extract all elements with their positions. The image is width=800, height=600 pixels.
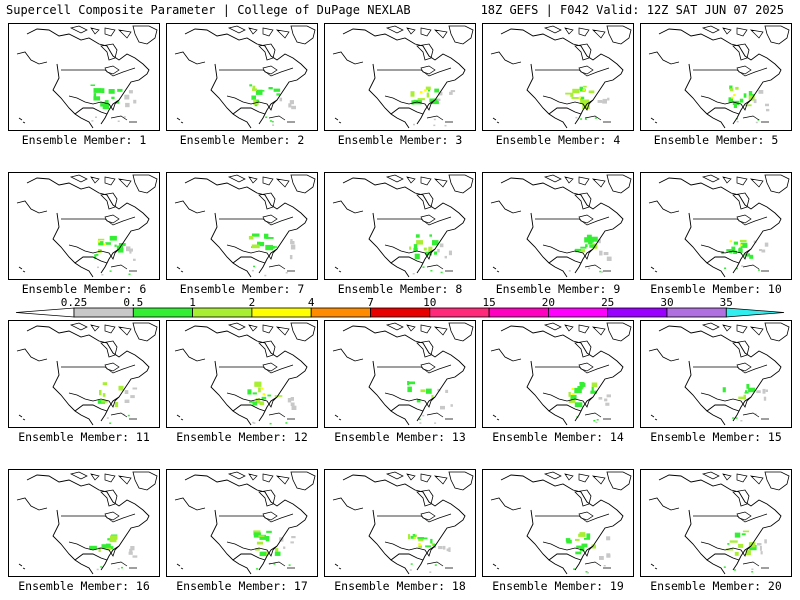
ensemble-member-label: Ensemble Member: 14 — [492, 430, 624, 444]
colorbar-tick-label: 35 — [720, 296, 733, 309]
ensemble-member-map[interactable] — [640, 469, 792, 577]
north-america-map — [490, 322, 632, 426]
colorbar-segment — [15, 307, 75, 318]
ensemble-member-label: Ensemble Member: 18 — [334, 579, 466, 593]
colorbar-segment — [548, 307, 609, 318]
ensemble-member-label: Ensemble Member: 20 — [650, 579, 782, 593]
colorbar-segment — [310, 307, 371, 318]
north-america-map — [16, 25, 158, 129]
ensemble-member-map[interactable] — [8, 172, 160, 280]
ensemble-member-label: Ensemble Member: 1 — [21, 133, 147, 147]
ensemble-member-label: Ensemble Member: 11 — [18, 430, 150, 444]
colorbar-segment — [429, 307, 490, 318]
ensemble-member-map[interactable] — [8, 320, 160, 428]
colorbar-tick-label: 20 — [542, 296, 555, 309]
ensemble-member-map[interactable] — [166, 469, 318, 577]
ensemble-member-map[interactable] — [324, 172, 476, 280]
north-america-map — [332, 174, 474, 278]
north-america-map — [16, 322, 158, 426]
ensemble-member-map[interactable] — [640, 320, 792, 428]
ensemble-member-map[interactable] — [324, 23, 476, 131]
ensemble-member-label: Ensemble Member: 19 — [492, 579, 624, 593]
north-america-map — [490, 25, 632, 129]
ensemble-member-label: Ensemble Member: 6 — [21, 282, 147, 296]
north-america-map — [174, 471, 316, 575]
colorbar-svg: 0.25 0.5 1 2 4 7 10 15 20 25 30 35 — [15, 296, 785, 318]
colorbar-tick-label: 7 — [367, 296, 374, 309]
north-america-map — [490, 174, 632, 278]
colorbar-tick-label: 25 — [601, 296, 614, 309]
ensemble-member-label: Ensemble Member: 5 — [653, 133, 779, 147]
north-america-map — [490, 471, 632, 575]
ensemble-member-map[interactable] — [324, 320, 476, 428]
colorbar-tick-label: 0.25 — [61, 296, 88, 309]
ensemble-member-map[interactable] — [482, 320, 634, 428]
north-america-map — [174, 322, 316, 426]
north-america-map — [648, 25, 790, 129]
north-america-map — [174, 25, 316, 129]
ensemble-member-label: Ensemble Member: 2 — [179, 133, 305, 147]
colorbar-tick-label: 1 — [189, 296, 196, 309]
north-america-map — [332, 25, 474, 129]
ensemble-member-label: Ensemble Member: 17 — [176, 579, 308, 593]
colorbar-segment — [192, 307, 253, 318]
colorbar-segment — [666, 307, 727, 318]
colorbar-segment — [370, 307, 431, 318]
colorbar-segment — [725, 307, 785, 318]
run-info: 18Z GEFS | F042 Valid: 12Z SAT JUN 07 20… — [480, 3, 784, 17]
ensemble-member-label: Ensemble Member: 9 — [495, 282, 621, 296]
colorbar-legend: 0.25 0.5 1 2 4 7 10 15 20 25 30 35 — [0, 296, 800, 320]
colorbar-tick-label: 0.5 — [123, 296, 143, 309]
colorbar-segment — [488, 307, 549, 318]
ensemble-member-label: Ensemble Member: 12 — [176, 430, 308, 444]
ensemble-member-label: Ensemble Member: 10 — [650, 282, 782, 296]
ensemble-member-label: Ensemble Member: 7 — [179, 282, 305, 296]
ensemble-member-map[interactable] — [482, 469, 634, 577]
ensemble-member-map[interactable] — [8, 469, 160, 577]
ensemble-member-label: Ensemble Member: 8 — [337, 282, 463, 296]
ensemble-member-map[interactable] — [640, 23, 792, 131]
north-america-map — [648, 322, 790, 426]
ensemble-member-map[interactable] — [482, 172, 634, 280]
ensemble-member-label: Ensemble Member: 3 — [337, 133, 463, 147]
ensemble-member-map[interactable] — [166, 23, 318, 131]
colorbar-segment — [607, 307, 668, 318]
colorbar-tick-label: 30 — [660, 296, 673, 309]
north-america-map — [174, 174, 316, 278]
ensemble-member-label: Ensemble Member: 16 — [18, 579, 150, 593]
colorbar-segment — [251, 307, 312, 318]
colorbar-tick-label: 2 — [249, 296, 256, 309]
page-title: Supercell Composite Parameter | College … — [6, 3, 411, 17]
ensemble-member-map[interactable] — [8, 23, 160, 131]
ensemble-member-map[interactable] — [166, 320, 318, 428]
colorbar-tick-label: 15 — [482, 296, 495, 309]
ensemble-member-label: Ensemble Member: 15 — [650, 430, 782, 444]
colorbar-tick-label: 4 — [308, 296, 315, 309]
north-america-map — [332, 471, 474, 575]
ensemble-member-map[interactable] — [324, 469, 476, 577]
ensemble-member-label: Ensemble Member: 4 — [495, 133, 621, 147]
north-america-map — [648, 174, 790, 278]
north-america-map — [648, 471, 790, 575]
north-america-map — [16, 471, 158, 575]
ensemble-member-map[interactable] — [482, 23, 634, 131]
ensemble-member-map[interactable] — [166, 172, 318, 280]
colorbar-segment — [73, 307, 134, 318]
north-america-map — [332, 322, 474, 426]
colorbar-tick-label: 10 — [423, 296, 436, 309]
colorbar-segment — [132, 307, 194, 318]
ensemble-member-label: Ensemble Member: 13 — [334, 430, 466, 444]
ensemble-member-map[interactable] — [640, 172, 792, 280]
north-america-map — [16, 174, 158, 278]
